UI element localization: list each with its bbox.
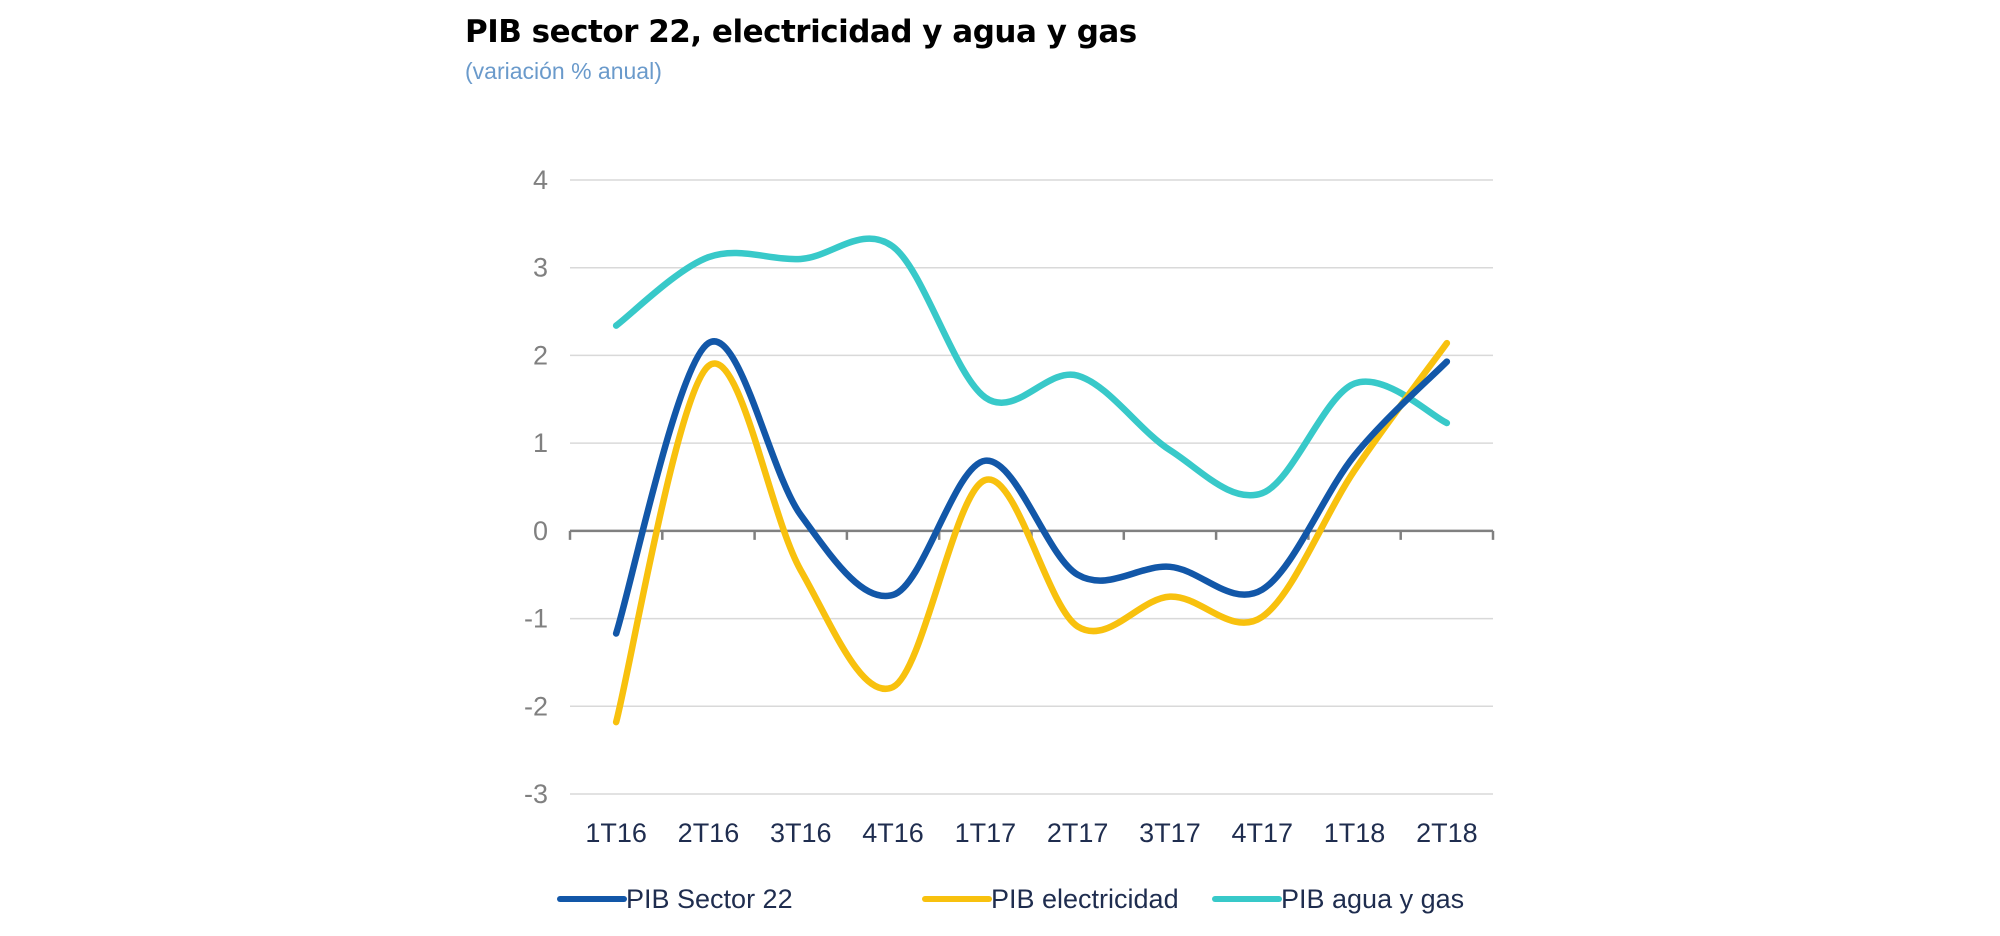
- x-tick-label: 2T17: [1047, 818, 1109, 848]
- y-axis-ticks: 4 3 2 1 0 -1 -2 -3: [524, 165, 548, 809]
- legend-label: PIB Sector 22: [626, 884, 793, 914]
- x-tick-label: 3T17: [1139, 818, 1201, 848]
- series-line-pib-sector-22: [612, 338, 1451, 637]
- x-tick-label: 1T18: [1324, 818, 1386, 848]
- series-pib-agua-y-gas: [612, 235, 1451, 499]
- legend-item: PIB electricidad: [922, 884, 1179, 914]
- x-tick-label: 2T16: [678, 818, 740, 848]
- y-tick-label: 0: [533, 516, 548, 546]
- x-tick-label: 4T17: [1231, 818, 1293, 848]
- series-lines: [612, 235, 1451, 726]
- y-tick-label: -1: [524, 604, 548, 634]
- series-pib-electricidad: [612, 339, 1451, 726]
- legend-item: PIB Sector 22: [557, 884, 793, 914]
- gridlines: [570, 179, 1493, 795]
- x-tick-label: 1T16: [585, 818, 647, 848]
- y-tick-label: 2: [533, 340, 548, 370]
- legend: PIB Sector 22 PIB electricidad PIB agua y …: [557, 884, 1464, 914]
- series-line-pib-agua-y-gas: [612, 235, 1451, 499]
- legend-label: PIB agua y gas: [1281, 884, 1464, 914]
- x-axis-labels: 1T16 2T16 3T16 4T16 1T17 2T17 3T17 4T17 1T18 2T18: [585, 818, 1477, 848]
- series-pib-sector-22: [612, 338, 1451, 637]
- legend-label: PIB electricidad: [991, 884, 1179, 914]
- y-tick-label: 3: [533, 253, 548, 283]
- legend-item: PIB agua y gas: [1212, 884, 1464, 914]
- y-tick-label: -3: [524, 779, 548, 809]
- x-tick-label: 4T16: [862, 818, 924, 848]
- x-tick-label: 3T16: [770, 818, 832, 848]
- y-tick-label: 1: [533, 428, 548, 458]
- y-tick-label: -2: [524, 691, 548, 721]
- y-tick-label: 4: [533, 165, 548, 195]
- chart-title: PIB sector 22, electricidad y agua y gas: [465, 14, 1137, 50]
- x-tick-label: 1T17: [955, 818, 1017, 848]
- chart-subtitle: (variación % anual): [465, 58, 662, 84]
- x-tick-label: 2T18: [1416, 818, 1478, 848]
